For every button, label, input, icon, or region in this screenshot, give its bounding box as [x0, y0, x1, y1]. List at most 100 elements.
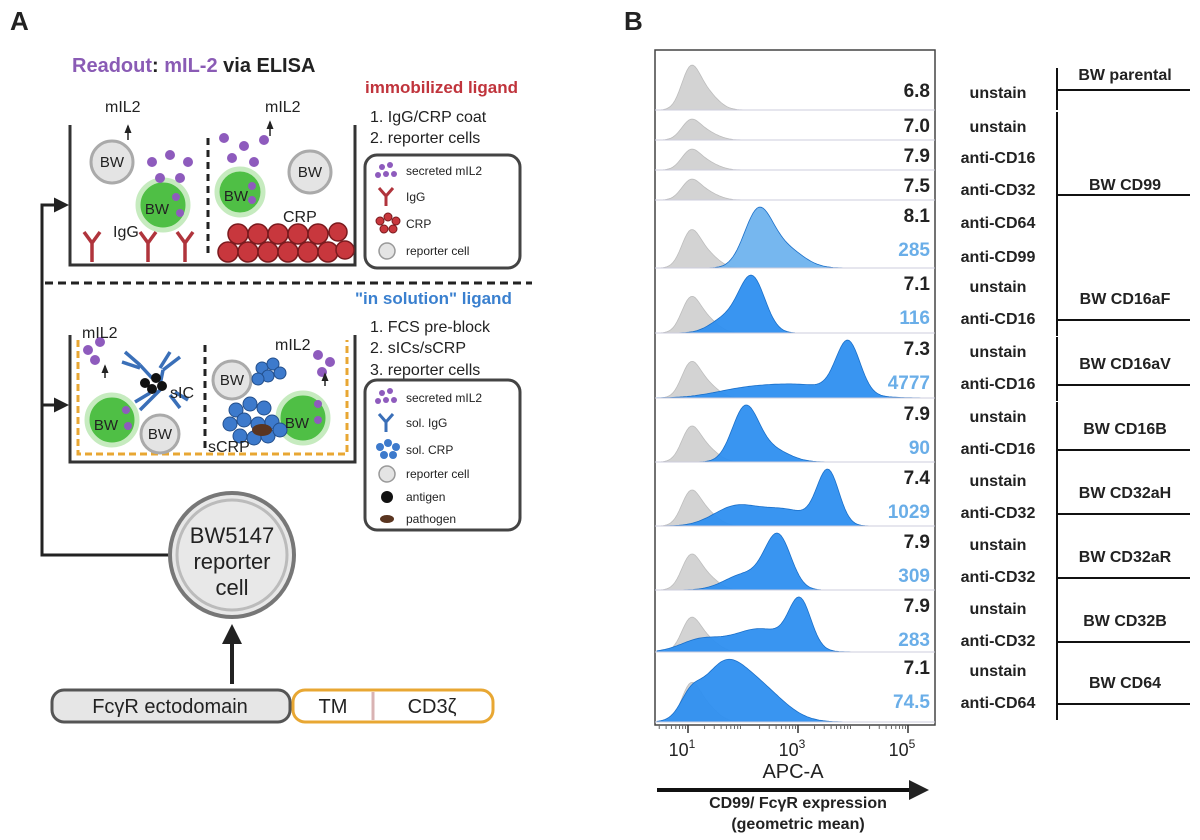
row-label: unstain [970, 601, 1027, 618]
readout-word: Readout [72, 55, 152, 77]
mean-unstained: 7.1 [904, 658, 931, 679]
row-label: unstain [970, 85, 1027, 102]
step: 3. reporter cells [370, 362, 480, 379]
cell-label: BW [148, 426, 173, 443]
tick-base: 10 [669, 740, 689, 760]
row-label: anti-CD16 [961, 376, 1036, 393]
mean-stained: 74.5 [893, 692, 930, 713]
row-label: anti-CD32 [961, 505, 1036, 522]
construct-label: TM [319, 696, 348, 718]
legend-text: antigen [406, 490, 445, 504]
group-label: BW CD32aH [1079, 485, 1171, 502]
group-label: BW CD16aF [1080, 291, 1171, 308]
section-title: immobilized ligand [365, 78, 518, 97]
histograms [655, 64, 935, 723]
mean-stained: 116 [899, 308, 930, 329]
legend-in-solution [363, 378, 522, 532]
legend-text: reporter cell [406, 467, 469, 481]
legend-text: reporter cell [406, 244, 469, 258]
well-in-solution [68, 335, 357, 464]
group-label: BW CD99 [1089, 177, 1161, 194]
row-label: anti-CD64 [961, 695, 1036, 712]
group-label: BW CD16B [1083, 421, 1167, 438]
legend-text: IgG [406, 190, 425, 204]
row-label: anti-CD16 [961, 150, 1036, 167]
row-label: anti-CD16 [961, 311, 1036, 328]
legend-text: sol. CRP [406, 443, 453, 457]
row-label: anti-CD16 [961, 441, 1036, 458]
section-title: "in solution" ligand [355, 289, 512, 308]
row-label: unstain [970, 409, 1027, 426]
panel-label: B [624, 6, 643, 36]
well-label: CRP [283, 209, 317, 226]
tick-exp: 1 [689, 737, 696, 751]
construct-ectodomain [50, 688, 292, 724]
reporter-cell [168, 491, 296, 619]
x-tick-label: 105 [889, 737, 916, 760]
readout-target: mIL-2 [164, 55, 217, 77]
well-label: IgG [113, 224, 139, 241]
mean-unstained: 7.5 [904, 176, 931, 197]
group-label: BW CD16aV [1079, 356, 1171, 373]
well-label: mIL2 [265, 99, 301, 116]
cell-label: BW [224, 188, 249, 205]
step: 1. FCS pre-block [370, 319, 491, 336]
row-label: anti-CD32 [961, 569, 1036, 586]
well-label: mIL2 [105, 99, 141, 116]
construct-label: FcγR ectodomain [92, 696, 248, 718]
cell-label: BW [220, 372, 245, 389]
mean-stained: 1029 [888, 502, 930, 523]
well-label: sIC [170, 385, 194, 402]
tick-exp: 5 [909, 737, 916, 751]
mean-unstained: 7.0 [904, 116, 930, 137]
arrow [40, 197, 170, 557]
histogram-stained [656, 339, 934, 399]
row-label: unstain [970, 537, 1027, 554]
tick-base: 10 [779, 740, 799, 760]
mean-stained: 4777 [888, 373, 930, 394]
reporter-label: BW5147 [190, 523, 274, 548]
mean-stained: 285 [898, 240, 930, 261]
legend-text: sol. IgG [406, 416, 447, 430]
group-label: BW CD32B [1083, 613, 1167, 630]
mean-stained: 90 [909, 438, 930, 459]
footer: (geometric mean) [731, 816, 864, 833]
row-label: unstain [970, 663, 1027, 680]
reporter-cell-ring [175, 498, 289, 612]
readout-colon: : [152, 55, 159, 77]
cell-label: BW [145, 201, 170, 218]
legend-immobilized [363, 153, 522, 270]
well-label: mIL2 [275, 337, 311, 354]
cell-label: BW [285, 415, 310, 432]
panel-b-labels: 6.8 7.0 7.9 7.5 8.1 285 7.1 116 7.3 4777 7.9 90 7.4 1… [658, 67, 1190, 760]
mean-unstained: 8.1 [904, 206, 931, 227]
mean-unstained: 7.9 [904, 146, 930, 167]
mean-unstained: 7.9 [904, 596, 930, 617]
legend-text: pathogen [406, 512, 456, 526]
well-immobilized [68, 120, 357, 267]
row-label: anti-CD99 [961, 249, 1036, 266]
mean-unstained: 7.3 [904, 339, 930, 360]
tick-base: 10 [889, 740, 909, 760]
footer: CD99/ FcγR expression [709, 795, 887, 812]
cell-label: BW [298, 164, 323, 181]
row-label: unstain [970, 119, 1027, 136]
construct-tm-cd3z [291, 688, 495, 724]
legend-text: secreted mIL2 [406, 391, 482, 405]
cell-label: BW [94, 417, 119, 434]
well-label: mIL2 [82, 325, 118, 342]
readout-method: via ELISA [223, 55, 315, 77]
reporter-label: reporter [193, 549, 270, 574]
cell-label: BW [100, 154, 125, 171]
legend-text: secreted mIL2 [406, 164, 482, 178]
x-tick-label: 103 [779, 737, 806, 760]
construct-label: CD3ζ [408, 696, 457, 718]
well-label: sCRP [208, 439, 250, 456]
mean-stained: 309 [898, 566, 930, 587]
x-tick-label: 101 [669, 737, 696, 760]
step: 1. IgG/CRP coat [370, 109, 487, 126]
x-axis-label: APC-A [762, 761, 824, 783]
mean-stained: 283 [898, 630, 930, 651]
row-label: anti-CD64 [961, 215, 1036, 232]
